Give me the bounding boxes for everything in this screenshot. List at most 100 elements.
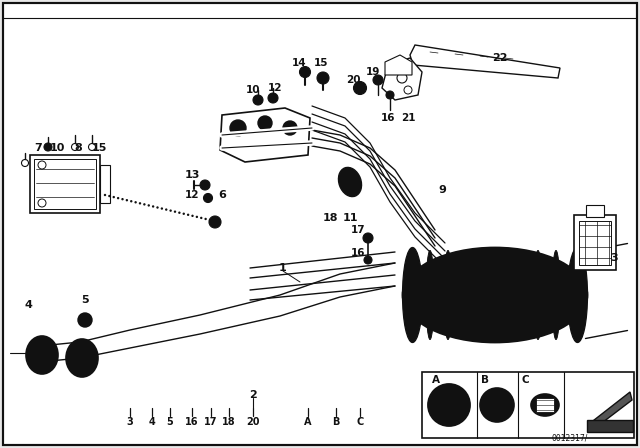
Ellipse shape — [464, 403, 468, 407]
Ellipse shape — [78, 313, 92, 327]
Text: 15: 15 — [314, 58, 328, 68]
Ellipse shape — [139, 202, 141, 205]
Text: C: C — [522, 375, 530, 385]
Text: 4: 4 — [148, 417, 156, 427]
Ellipse shape — [438, 388, 442, 392]
Ellipse shape — [283, 121, 297, 135]
Text: C: C — [356, 417, 364, 427]
Ellipse shape — [386, 91, 394, 99]
Ellipse shape — [487, 395, 507, 415]
Ellipse shape — [339, 168, 362, 197]
Text: 8: 8 — [74, 143, 82, 153]
Ellipse shape — [209, 219, 211, 221]
Ellipse shape — [363, 233, 373, 243]
Text: 6: 6 — [218, 190, 226, 200]
Text: 12: 12 — [185, 190, 199, 200]
Text: 17: 17 — [351, 225, 365, 235]
Ellipse shape — [426, 250, 434, 340]
Ellipse shape — [161, 207, 163, 210]
Ellipse shape — [432, 395, 436, 399]
Text: 12: 12 — [268, 83, 282, 93]
Ellipse shape — [536, 398, 554, 412]
Polygon shape — [410, 45, 560, 78]
Ellipse shape — [534, 250, 542, 340]
Text: 14: 14 — [292, 58, 307, 68]
Ellipse shape — [403, 247, 422, 343]
Text: 19: 19 — [366, 67, 380, 77]
Bar — [587, 420, 633, 432]
Ellipse shape — [480, 250, 488, 340]
Text: 18: 18 — [323, 213, 338, 223]
Ellipse shape — [447, 420, 451, 424]
Ellipse shape — [456, 418, 460, 422]
Ellipse shape — [200, 180, 210, 190]
Text: 17: 17 — [204, 417, 218, 427]
Ellipse shape — [156, 206, 159, 209]
Ellipse shape — [428, 384, 470, 426]
Ellipse shape — [170, 209, 172, 212]
Ellipse shape — [113, 196, 115, 198]
Ellipse shape — [204, 194, 212, 202]
Text: 21: 21 — [401, 113, 415, 123]
Text: 5: 5 — [81, 295, 89, 305]
Ellipse shape — [104, 194, 106, 196]
Text: 2: 2 — [249, 390, 257, 400]
Polygon shape — [30, 155, 100, 213]
Text: 3: 3 — [127, 417, 133, 427]
Ellipse shape — [531, 394, 559, 416]
Ellipse shape — [461, 412, 466, 415]
Ellipse shape — [191, 215, 194, 217]
Text: 16: 16 — [381, 113, 396, 123]
Bar — [536, 398, 554, 412]
Ellipse shape — [200, 217, 202, 219]
Ellipse shape — [432, 412, 436, 415]
Ellipse shape — [26, 336, 58, 374]
Ellipse shape — [568, 247, 588, 343]
Ellipse shape — [152, 205, 154, 208]
Bar — [34, 159, 96, 209]
Text: 22: 22 — [492, 53, 508, 63]
Ellipse shape — [44, 143, 52, 151]
Ellipse shape — [444, 250, 452, 340]
Ellipse shape — [447, 386, 451, 390]
Text: 1: 1 — [279, 263, 287, 273]
Ellipse shape — [148, 204, 150, 207]
Ellipse shape — [430, 403, 434, 407]
Ellipse shape — [516, 250, 524, 340]
Polygon shape — [100, 165, 110, 203]
Ellipse shape — [498, 250, 506, 340]
Ellipse shape — [196, 215, 198, 218]
Ellipse shape — [174, 211, 176, 213]
Text: A: A — [304, 417, 312, 427]
Text: 16: 16 — [351, 248, 365, 258]
Ellipse shape — [66, 339, 98, 377]
Bar — [586, 205, 604, 217]
Ellipse shape — [552, 250, 560, 340]
Polygon shape — [220, 108, 310, 162]
Text: 4: 4 — [24, 300, 32, 310]
Ellipse shape — [143, 203, 145, 206]
Ellipse shape — [462, 250, 470, 340]
Ellipse shape — [268, 93, 278, 103]
Ellipse shape — [187, 214, 189, 216]
Text: 3: 3 — [610, 253, 618, 263]
Ellipse shape — [165, 208, 168, 211]
Ellipse shape — [317, 72, 329, 84]
Text: 10: 10 — [246, 85, 260, 95]
Polygon shape — [589, 392, 632, 432]
Ellipse shape — [122, 198, 124, 200]
Ellipse shape — [182, 212, 185, 215]
Ellipse shape — [353, 82, 367, 95]
Text: 7: 7 — [34, 143, 42, 153]
Text: 16: 16 — [185, 417, 199, 427]
Text: 10: 10 — [50, 143, 65, 153]
Ellipse shape — [456, 388, 460, 392]
Ellipse shape — [480, 388, 514, 422]
Ellipse shape — [436, 392, 462, 418]
Text: 18: 18 — [222, 417, 236, 427]
Bar — [422, 372, 634, 438]
Text: 5: 5 — [166, 417, 173, 427]
Text: 20: 20 — [246, 417, 260, 427]
Text: 15: 15 — [92, 143, 108, 153]
Ellipse shape — [258, 116, 272, 130]
